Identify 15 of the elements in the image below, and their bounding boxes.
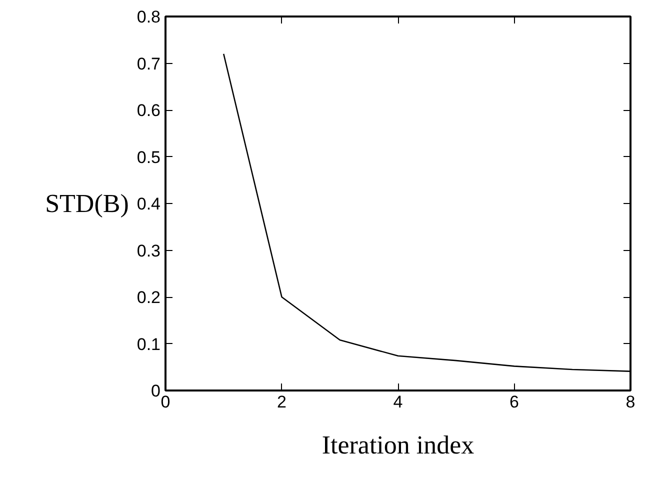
y-tick-label: 0.6 [136,101,161,120]
x-tick-label: 2 [277,392,286,412]
y-tick-label: 0.2 [136,288,161,307]
y-tick-label: 0.8 [136,8,161,26]
y-tick-label: 0.4 [136,194,161,214]
x-tick-label: 4 [393,392,403,412]
y-tick-label: 0.7 [136,54,161,74]
line-series [222,53,630,372]
x-tick-label: 6 [510,392,519,412]
x-axis-title: Iteration index [322,430,474,460]
y-tick-label: 0.5 [136,148,161,167]
y-tick-label: 0.3 [136,241,161,260]
y-tick-label: 0.1 [136,334,161,354]
x-tick-label: 8 [626,392,636,412]
y-axis-title: STD(B) [45,189,129,218]
